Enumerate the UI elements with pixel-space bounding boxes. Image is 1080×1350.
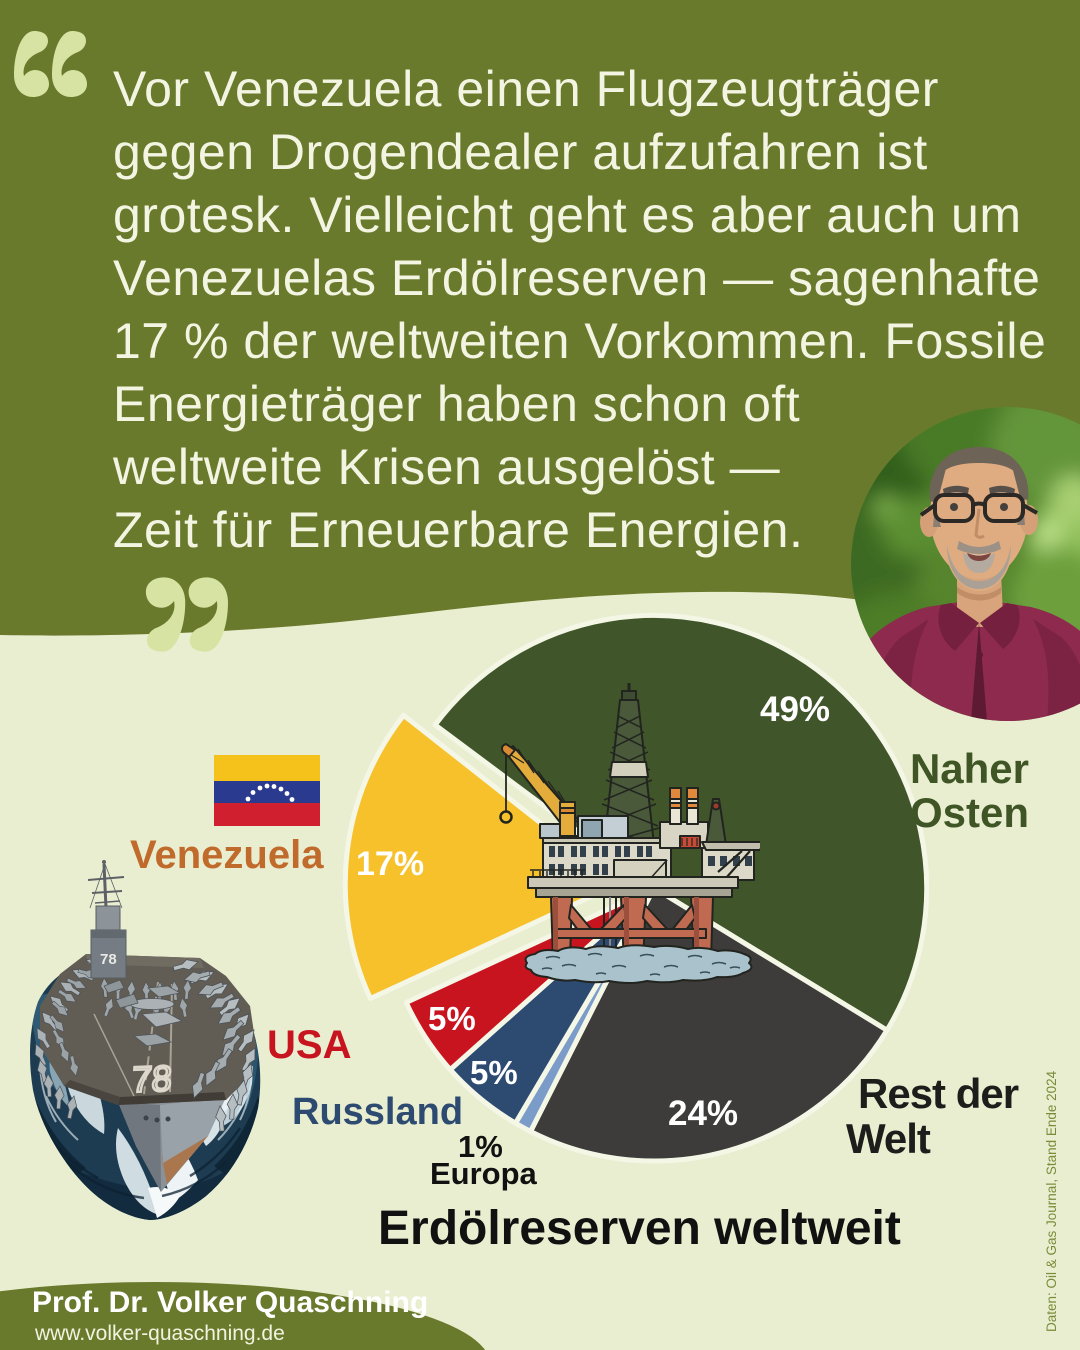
svg-text:78: 78 bbox=[130, 1058, 173, 1100]
svg-text:78: 78 bbox=[100, 951, 117, 968]
